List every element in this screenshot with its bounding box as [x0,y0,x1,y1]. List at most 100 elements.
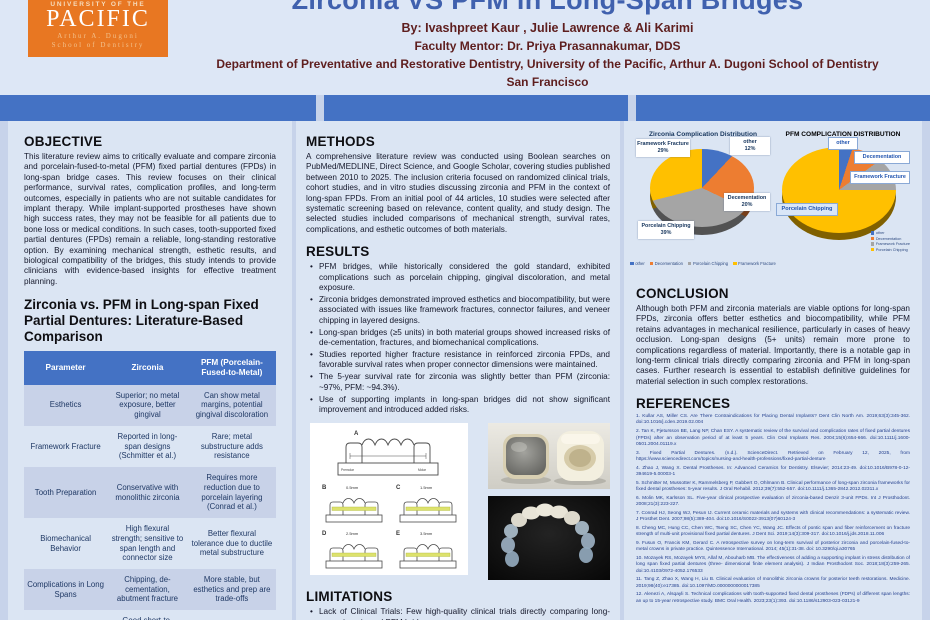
poster-title: Zirconia VS PFM in Long-Span Bridges [291,0,804,15]
svg-text:Molar: Molar [418,468,427,472]
callout-framework-fracture: Framework Fracture [850,171,910,184]
charts-row: Zirconia Complication Distribution Frame… [630,127,910,277]
pfm-legend: other Decementation Framework Fracture P… [870,231,910,252]
cell: Framework Fracture [24,425,108,468]
svg-text:1.5mm: 1.5mm [420,485,433,490]
divider-bar-right [636,95,930,121]
divider-bar-left [0,95,316,121]
reference-item: 8. Cheng MC, Hung CC, Chen WC, Tseng SC,… [636,525,910,538]
col-header-zirconia: Zirconia [107,351,188,385]
cell: Requires more reduction due to porcelain… [187,467,276,519]
table-row: Tooth Preparation Conservative with mono… [24,467,276,519]
authors-line: By: Ivashpreet Kaur , Julie Lawrence & A… [401,21,694,35]
cell: More stable, but esthetics and prep are … [187,569,276,611]
logo-line-school: School of Dentistry [51,40,145,49]
cell: Tooth Preparation [24,467,108,519]
legend-item: Porcelain Chipping [870,248,910,252]
department-line: Department of Preventative and Restorati… [216,57,879,71]
objective-heading: OBJECTIVE [24,134,103,149]
reference-item: 10. Mozayek RS, Mozayek MYS, Allaf M, Ab… [636,556,910,574]
legend-item: Framework Fracture [870,242,910,246]
schematic-B: B 0.5mm [322,485,383,523]
svg-text:E: E [396,531,400,537]
legend-item: Framework Fracture [733,261,776,266]
cell: Reported in long-span designs (Schmitter… [107,425,188,468]
legend-item: Decementation [649,261,683,266]
legend-item: other [630,261,645,266]
table-header-row: Parameter Zirconia PFM (Porcelain-Fused-… [24,351,276,385]
university-logo: UNIVERSITY OF THE PACIFIC Arthur A. Dugo… [28,0,168,57]
reference-item: 7. Conrad HJ, Seong WJ, Pesun IJ. Curren… [636,510,910,523]
results-heading: RESULTS [306,244,370,260]
callout-other: other [828,137,858,150]
results-bullet: PFM bridges, while historically consider… [310,262,610,293]
callout-porcelain-chipping: Porcelain Chipping [776,203,838,216]
results-bullet: Use of supporting implants in long-span … [310,395,610,416]
cell: Can show metal margins, potential gingiv… [187,384,276,426]
schematic-A: A Premolar Molar [337,431,439,476]
cell: Chipping, de-cementation, abutment fract… [107,569,188,611]
results-list: PFM bridges, while historically consider… [306,262,610,415]
middle-column: METHODS A comprehensive literature revie… [296,121,620,620]
conclusion-heading: CONCLUSION [636,286,729,301]
cell: Good short-to-medium term results; limit… [107,610,188,620]
reference-item: 11. Tang Z, Zhao X, Wang H, Liu B. Clini… [636,577,910,589]
legend-item: Decementation [870,237,910,241]
legend-item: other [870,231,910,235]
results-bullet: Zirconia bridges demonstrated improved e… [310,295,610,326]
reference-item: 5. Schmitter M, Mussotter K, Rammelsberg… [636,480,910,492]
right-column: Zirconia Complication Distribution Frame… [624,121,922,620]
bridge-arch [501,503,595,568]
results-bullet: The 5-year survival rate for zirconia wa… [310,372,610,393]
callout-decementation: Decementation [854,151,910,164]
logo-line-dugoni: Arthur A. Dugoni [57,31,139,40]
pfm-pie-chart: PFM COMPLICATION DISTRIBUTION other Dece… [776,127,910,277]
svg-text:C: C [396,485,401,491]
callout-porcelain-chipping: Porcelain Chipping 39% [638,221,694,239]
svg-text:A: A [354,431,359,437]
comparison-table: Parameter Zirconia PFM (Porcelain-Fused-… [24,351,276,620]
reference-item: 3. Fixed Partial Dentures. (n.d.). Scien… [636,450,910,462]
reference-item: 4. Zhao J, Wang X. Dental Prostheses. In… [636,465,910,477]
references-heading: REFERENCES [636,396,731,412]
table-row: Framework Fracture Reported in long-span… [24,425,276,468]
table-row: Esthetics Superior; no metal exposure, b… [24,384,276,426]
zirconia-legend: other Decementation Porcelain Chipping F… [630,261,776,266]
callout-framework-fracture: Framework Fracture 29% [636,139,690,157]
svg-text:B: B [322,485,327,491]
objective-text: This literature review aims to criticall… [24,152,276,286]
zirconia-pie [650,149,754,227]
table-row: Clinical Survival Good short-to-medium t… [24,610,276,620]
svg-text:2.5mm: 2.5mm [346,531,359,536]
figures-row: A Premolar Molar B 0.5mm [306,423,610,581]
legend-item: Porcelain Chipping [687,261,728,266]
zirconia-pie-chart: Zirconia Complication Distribution Frame… [630,127,776,277]
city-line: San Francisco [506,75,589,89]
cell: Better flexural tolerance due to ductile… [187,518,276,570]
methods-text: A comprehensive literature review was co… [306,152,611,234]
pfm-chart-title: PFM COMPLICATION DISTRIBUTION [785,131,901,138]
reference-item: 6. Molin MK, Karlsson SL. Five-year clin… [636,495,910,508]
cell: Clinical Survival [24,610,108,620]
references-list: 1. Kullar AS, Miller CS. Are There Contr… [636,414,910,605]
cell: Rare; metal substructure adds resistance [187,425,276,468]
zirconia-chart-title: Zirconia Complication Distribution [648,131,758,138]
svg-text:3.5mm: 3.5mm [420,531,433,536]
col-header-pfm: PFM (Porcelain-Fused-to-Metal) [187,351,276,385]
logo-line-university: UNIVERSITY OF THE [50,1,146,8]
callout-other: other 12% [730,137,770,155]
reference-item: 9. Fusun O, Francis KM, Gerard C. A retr… [636,540,910,553]
callout-decementation: Decementation 20% [724,193,770,211]
left-column: OBJECTIVE This literature review aims to… [8,121,292,620]
mentor-line: Faculty Mentor: Dr. Priya Prasannakumar,… [414,39,681,53]
svg-text:D: D [322,531,327,537]
methods-heading: METHODS [306,134,375,149]
col-header-parameter: Parameter [24,351,108,385]
results-bullet: Long-span bridges (≥5 units) in both mat… [310,328,610,349]
photo-column [488,423,610,581]
cell: Biomechanical Behavior [24,518,108,570]
cell: Superior; no metal exposure, better ging… [107,384,188,426]
comparison-heading: Zirconia vs. PFM in Long-span Fixed Part… [24,297,259,345]
limitations-bullet: Lack of Clinical Trials: Few high-qualit… [310,607,610,620]
